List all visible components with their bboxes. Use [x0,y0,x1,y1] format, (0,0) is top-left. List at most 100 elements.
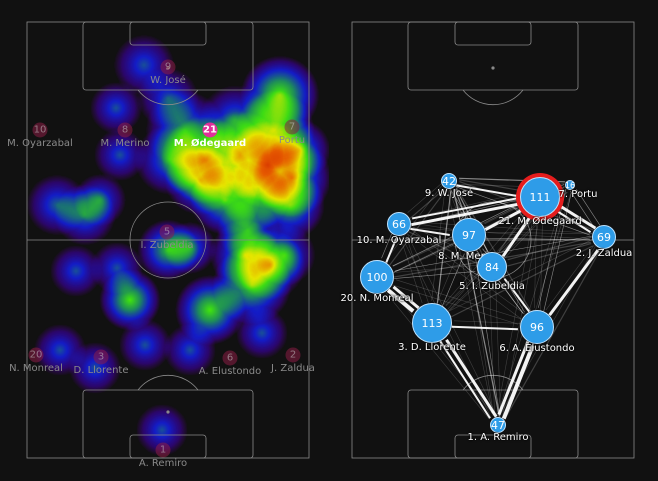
pass-edge [496,216,534,415]
pass-edge [385,291,490,420]
pass-edge [405,236,429,304]
pass-edge [412,226,480,259]
pass-edge [559,183,565,187]
pass-edge [507,236,592,261]
pass-edge [538,189,567,308]
player-number-badge[interactable]: 2 [285,347,301,363]
pass-edge [569,190,595,228]
pass-edge [488,231,593,235]
pass-edge [407,235,498,417]
pass-edge [392,285,420,310]
player-node[interactable]: 100 [360,260,394,294]
player-name-label: W. José [150,75,186,86]
player-number-badge[interactable]: 9 [160,59,176,75]
pass-edge [386,288,415,313]
pitch-marking [454,434,532,459]
player-number-badge[interactable]: 20 [28,347,44,363]
pass-edge [451,325,518,331]
player-name-label: M. Merino [100,138,150,149]
pass-edge [498,211,527,252]
pass-edge [393,245,454,273]
pass-edge [408,231,476,264]
pass-edge [497,188,566,415]
pass-edge [559,190,565,193]
pitch-marking [129,21,207,46]
player-node[interactable]: 111 [520,177,560,217]
pass-edge [391,289,496,418]
pass-edge [454,189,467,219]
pass-edge [474,253,501,417]
pass-edge [468,252,494,416]
player-node-label: 8. M. Merino [438,251,500,262]
player-node[interactable]: 96 [520,310,554,344]
player-number-badge[interactable]: 7 [284,119,300,135]
pass-edge [507,242,592,267]
player-name-label: A. Elustondo [198,366,262,377]
player-node-label: 6. A. Elustondo [499,343,575,354]
player-node[interactable]: 16 [564,180,576,190]
pass-edge [495,283,501,417]
pass-network-panel: 42 9. W. José 111 21. M. Ødegaard 16 7. Portu… [329,0,658,481]
player-name-label: A. Remiro [138,458,188,469]
player-node[interactable]: 84 [477,252,507,282]
pitch-marking [137,89,199,106]
pass-edge [502,219,540,418]
pass-edge [442,253,465,306]
pass-edge [410,227,590,240]
pass-edge [554,209,592,233]
heatmap-panel: 9 W. José 21 M. Ødegaard 10 M. Oyarzabal 8 M. M… [0,0,329,481]
pitch-marking [129,201,207,279]
pass-edge [502,192,572,419]
player-node-label: 1. A. Remiro [467,432,529,443]
player-number-badge[interactable]: 1 [155,442,171,458]
player-number-badge[interactable]: 21 [202,122,218,138]
pass-edge [389,190,446,266]
pass-edge [501,345,535,420]
pass-edge [504,250,601,420]
player-name-label: D. Llorente [73,365,129,376]
heatmap-layer [0,0,329,481]
pass-edge [406,233,521,319]
player-node[interactable]: 42 [441,173,457,189]
pitch-marking [129,434,207,459]
pass-edge [407,183,442,213]
pass-edge [489,282,495,416]
player-node-label: 7. Portu [558,189,598,200]
player-node[interactable]: 66 [387,212,411,236]
pass-edge [497,341,530,416]
pass-edge [459,179,521,192]
player-name-label: M. Oyarzabal [7,138,73,149]
player-node-label: 5. I. Zubeldia [459,281,525,292]
player-name-label: M. Ødegaard [173,138,247,149]
player-node[interactable]: 97 [452,218,486,252]
player-node-label: 2. J. Zaldua [575,248,633,259]
pass-edge [395,265,477,273]
player-number-badge[interactable]: 5 [159,224,175,240]
pass-edge [454,320,521,324]
pass-edge [498,280,524,314]
player-number-badge[interactable]: 10 [32,122,48,138]
pass-edge [450,245,594,318]
pass-edge [543,192,572,312]
player-number-badge[interactable]: 6 [222,350,238,366]
pass-edge [548,249,600,317]
pass-edge [385,237,398,263]
pitch-marking [462,89,524,106]
player-number-badge[interactable]: 8 [117,122,133,138]
pass-edge [431,188,446,301]
pass-edge [410,227,450,237]
player-node[interactable]: 69 [592,225,616,249]
pass-edge [392,284,519,325]
pass-edge [456,187,532,312]
player-node-label: 21. M. Ødegaard [498,216,582,227]
player-node-label: 9. W. José [424,188,474,199]
pass-edge [409,189,444,219]
pass-edge [484,203,522,224]
player-number-badge[interactable]: 3 [93,349,109,365]
pass-edge [436,191,452,304]
pass-edge [456,184,518,198]
player-node[interactable]: 113 [412,303,452,343]
pass-edge [381,233,392,259]
player-node[interactable]: 47 [490,417,506,433]
pass-edge [394,271,476,279]
